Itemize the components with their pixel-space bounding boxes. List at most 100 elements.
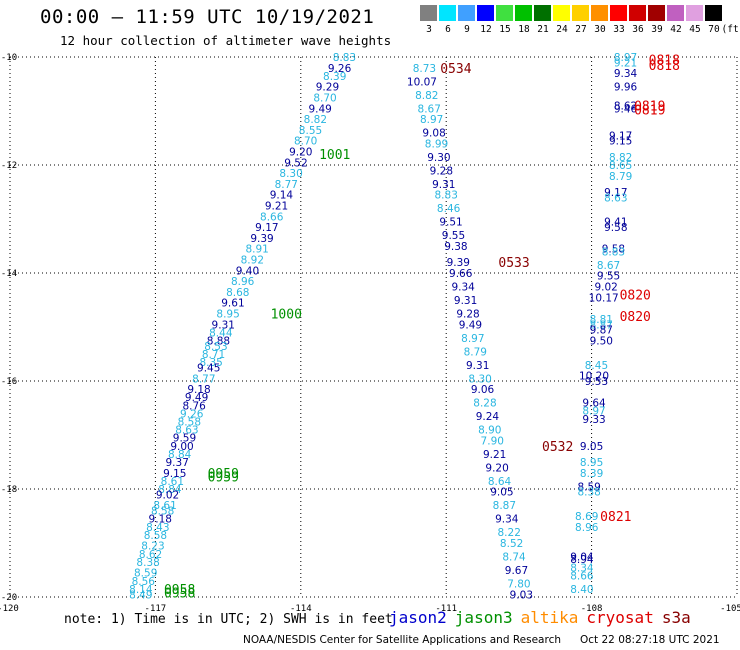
legend-swatch	[591, 5, 608, 21]
wave-height-value: 9.02	[156, 489, 179, 501]
pass-time-label: 0819	[634, 100, 665, 115]
wave-height-value: 8.82	[609, 152, 632, 164]
pass-time-label: 0534	[440, 62, 471, 77]
wave-height-value: 8.81	[590, 314, 613, 326]
legend-label: 42	[670, 24, 682, 35]
wave-height-value: 9.50	[590, 336, 613, 348]
legend-swatch	[458, 5, 475, 21]
wave-height-value: 8.68	[226, 287, 249, 299]
wave-height-value: 9.67	[505, 565, 528, 577]
pass-time-label: 0818	[649, 54, 680, 69]
wave-height-value: 8.87	[493, 500, 516, 512]
wave-height-value: 9.18	[149, 514, 172, 526]
wave-height-value: 8.30	[468, 373, 491, 385]
pass-time-label: 0820	[620, 289, 651, 304]
pass-time-label: 0958	[164, 587, 195, 602]
pass-time-label: 0533	[498, 256, 529, 271]
wave-height-value: 9.15	[163, 468, 186, 480]
wave-height-value: 9.20	[485, 462, 508, 474]
wave-height-value: 8.63	[175, 425, 198, 437]
legend-swatch	[439, 5, 456, 21]
wave-height-value: 8.53	[204, 341, 227, 353]
wave-height-value: 7.90	[481, 435, 504, 447]
wave-height-value: 8.77	[192, 373, 215, 385]
wave-height-value: 9.33	[582, 414, 605, 426]
satellite-jason2: jason2	[389, 608, 447, 627]
legend-label: 21	[537, 24, 549, 35]
wave-height-value: 8.39	[323, 71, 346, 83]
wave-height-value: 8.40	[570, 584, 593, 596]
wave-height-value: 8.84	[168, 449, 192, 461]
wave-height-value: 9.87	[590, 325, 613, 337]
wave-height-value: 9.49	[459, 319, 482, 331]
legend-label: 30	[594, 24, 606, 35]
wave-height-value: 9.21	[614, 57, 637, 69]
wave-height-value: 9.30	[427, 152, 450, 164]
legend-swatch	[572, 5, 589, 21]
wave-height-value: 8.74	[502, 552, 526, 564]
lat-tick-label: -20	[1, 593, 17, 603]
wave-height-value: 10.17	[589, 292, 619, 304]
wave-height-value: 8.70	[294, 136, 317, 148]
wave-height-value: 8.58	[178, 417, 201, 429]
legend-swatch	[686, 5, 703, 21]
wave-height-value: 8.87	[590, 319, 613, 331]
legend-swatch	[496, 5, 513, 21]
legend-label: 33	[613, 24, 625, 35]
wave-height-value: 8.76	[182, 400, 206, 412]
wave-height-value: 9.45	[197, 363, 220, 375]
wave-height-value: 8.56	[132, 576, 156, 588]
wave-height-value: 8.97	[582, 406, 605, 418]
wave-height-value: 9.26	[180, 408, 204, 420]
wave-height-value: 8.69	[575, 511, 598, 523]
wave-height-value: 8.97	[420, 114, 443, 126]
pass-time-label: 0532	[542, 440, 573, 455]
legend-label: 27	[575, 24, 587, 35]
wave-height-value: 9.24	[476, 411, 500, 423]
wave-height-value: 9.00	[170, 441, 193, 453]
wave-height-value: 8.59	[577, 481, 600, 493]
wave-height-value: 8.66	[260, 211, 284, 223]
wave-height-value: 8.83	[435, 190, 458, 202]
pass-time-label: 0820	[620, 310, 651, 325]
wave-height-value: 9.96	[614, 82, 638, 94]
wave-height-value: 9.05	[580, 441, 603, 453]
wave-height-value: 8.44	[209, 327, 233, 339]
wave-height-value: 9.41	[604, 217, 627, 229]
wave-height-value: 9.46	[614, 103, 638, 115]
wave-height-value: 8.84	[158, 484, 182, 496]
wave-height-value: 9.21	[483, 449, 506, 461]
lat-tick-label: -10	[1, 53, 17, 63]
wave-height-value: 8.39	[580, 468, 603, 480]
legend-swatch	[667, 5, 684, 21]
legend-swatch	[420, 5, 437, 21]
lon-tick-label: -108	[581, 604, 603, 614]
satellite-legend: jason2 jason3 altika cryosat s3a	[389, 608, 699, 627]
wave-height-value: 8.49	[129, 589, 152, 601]
wave-height-value: 8.73	[413, 63, 436, 75]
wave-height-value: 9.55	[442, 230, 465, 242]
pass-time-label: 0959	[208, 471, 239, 486]
wave-height-value: 8.77	[275, 179, 298, 191]
wave-height-value: 9.49	[185, 392, 208, 404]
generation-timestamp: Oct 22 08:27:18 UTC 2021	[580, 634, 720, 646]
wave-height-value: 8.38	[136, 557, 159, 569]
wave-height-value: 9.39	[447, 257, 470, 269]
wave-height-value: 9.04	[570, 552, 594, 564]
wave-height-value: 8.83	[333, 52, 356, 64]
wave-height-value: 8.79	[609, 171, 632, 183]
wave-height-value: 9.64	[582, 398, 606, 410]
legend-label: 18	[518, 24, 530, 35]
satellite-cryosat: cryosat	[586, 608, 654, 627]
satellite-jason3: jason3	[454, 608, 513, 627]
wave-height-value: 8.96	[231, 276, 255, 288]
wave-height-value: 8.64	[488, 476, 512, 488]
wave-height-value: 8.79	[464, 346, 487, 358]
lat-tick-label: -16	[1, 377, 17, 387]
legend-label: 9	[464, 24, 470, 35]
footer-note: note: 1) Time is in UTC; 2) SWH is in fe…	[64, 612, 393, 627]
wave-height-value: 8.23	[141, 541, 164, 553]
legend-swatch	[629, 5, 646, 21]
credit-line: NOAA/NESDIS Center for Satellite Applica…	[243, 634, 561, 646]
wave-height-value: 9.17	[609, 130, 632, 142]
